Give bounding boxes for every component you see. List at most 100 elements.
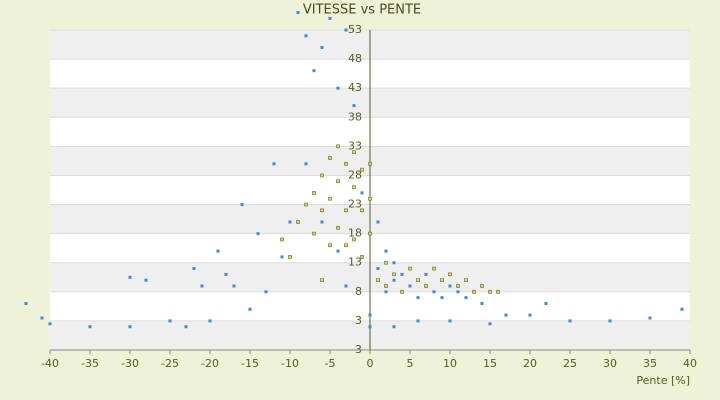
point <box>336 86 340 90</box>
x-tick-label: 5 <box>407 357 414 370</box>
point <box>344 243 348 248</box>
point <box>384 260 388 265</box>
x-tick-label: 10 <box>443 357 457 370</box>
point <box>448 319 452 323</box>
point <box>192 267 196 271</box>
point <box>400 272 404 276</box>
point <box>304 34 308 38</box>
y-tick-label: 48 <box>348 52 362 65</box>
point <box>336 144 340 149</box>
point <box>392 278 396 282</box>
point <box>368 231 372 236</box>
point <box>256 232 260 236</box>
point <box>488 322 492 326</box>
point <box>216 249 220 253</box>
point <box>416 278 420 282</box>
point <box>232 284 236 288</box>
point <box>648 316 652 320</box>
point <box>448 272 452 277</box>
x-tick-label: -30 <box>121 357 139 370</box>
point <box>416 296 420 300</box>
point <box>384 249 388 253</box>
y-tick-label: 33 <box>348 139 362 152</box>
point <box>464 296 468 300</box>
point <box>320 45 324 49</box>
point <box>352 237 356 242</box>
point <box>432 266 436 271</box>
x-axis-label: Pente [%] <box>636 374 690 387</box>
point <box>432 290 436 294</box>
point <box>40 316 44 320</box>
point <box>320 208 324 213</box>
point <box>504 313 508 317</box>
x-tick-label: 20 <box>523 357 537 370</box>
point <box>368 196 372 201</box>
point <box>568 319 572 323</box>
point <box>312 191 316 195</box>
point <box>208 319 212 323</box>
point <box>344 284 348 288</box>
point <box>352 104 356 108</box>
point <box>320 173 324 178</box>
point <box>464 278 468 282</box>
point <box>240 203 244 207</box>
y-tick-label: 53 <box>348 23 362 36</box>
point <box>128 325 132 329</box>
point <box>392 261 396 265</box>
point <box>376 220 380 224</box>
point <box>440 296 444 300</box>
point <box>304 162 308 166</box>
point <box>488 290 492 294</box>
x-tick-label: -5 <box>325 357 336 370</box>
point <box>296 220 300 224</box>
point <box>416 319 420 323</box>
y-tick-label: 43 <box>348 81 362 94</box>
x-tick-label: -35 <box>81 357 99 370</box>
x-tick-label: -10 <box>281 357 299 370</box>
point <box>264 290 268 294</box>
x-tick-label: 30 <box>603 357 617 370</box>
x-tick-label: -40 <box>41 357 59 370</box>
point <box>88 325 92 329</box>
point <box>360 167 364 172</box>
point <box>336 179 340 184</box>
point <box>344 28 348 32</box>
point <box>440 278 444 282</box>
point <box>320 278 324 282</box>
point <box>352 185 356 189</box>
point <box>24 301 28 305</box>
point <box>200 284 204 288</box>
point <box>480 284 484 288</box>
point <box>424 284 428 288</box>
point <box>472 290 476 294</box>
point <box>328 16 332 20</box>
y-tick-label: 28 <box>348 168 362 181</box>
point <box>320 220 324 224</box>
y-tick-label: 3 <box>355 314 362 327</box>
point <box>280 237 284 242</box>
point <box>376 278 380 282</box>
x-tick-label: -20 <box>201 357 219 370</box>
point <box>272 162 276 166</box>
point <box>184 325 188 329</box>
point <box>352 150 356 154</box>
point <box>336 226 340 230</box>
point <box>368 325 372 329</box>
point <box>528 313 532 317</box>
point <box>248 307 252 311</box>
point <box>400 290 404 294</box>
point <box>328 243 332 248</box>
point <box>344 208 348 213</box>
point <box>456 284 460 288</box>
point <box>344 162 348 166</box>
point <box>296 11 300 15</box>
point <box>496 290 500 294</box>
point <box>384 284 388 288</box>
point <box>368 162 372 166</box>
point <box>168 319 172 323</box>
x-tick-label: 0 <box>367 357 374 370</box>
point <box>544 301 548 305</box>
y-tick-label: 8 <box>355 285 362 298</box>
point <box>336 249 340 253</box>
point <box>328 196 332 201</box>
